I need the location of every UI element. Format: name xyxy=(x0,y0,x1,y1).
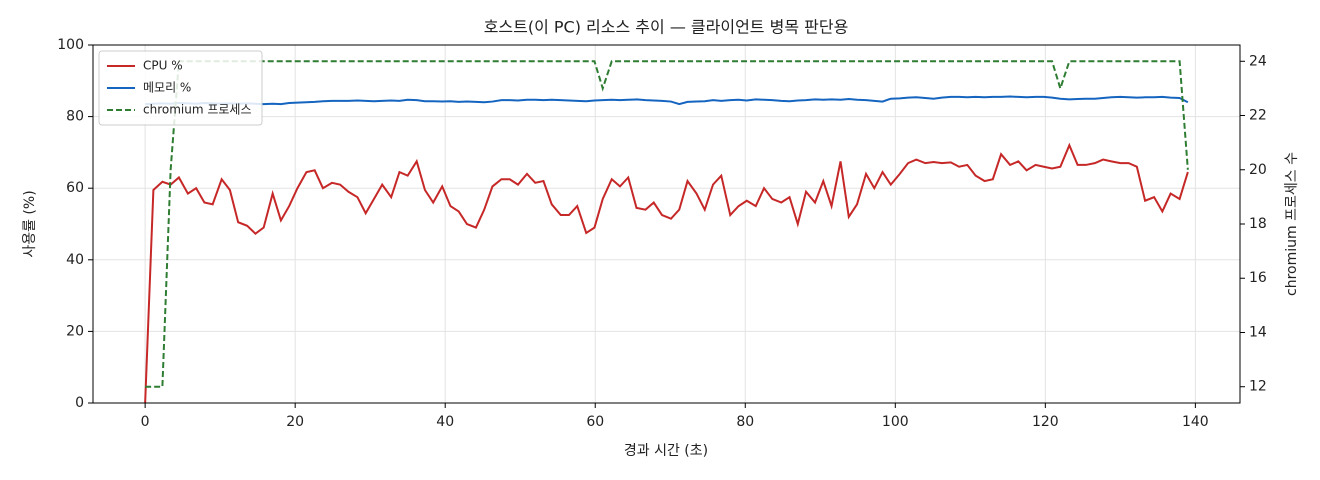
y-tick-label: 40 xyxy=(66,252,84,268)
x-tick-label: 20 xyxy=(286,414,304,430)
y2-tick-label: 22 xyxy=(1249,108,1267,124)
x-tick-label: 100 xyxy=(882,414,909,430)
y2-tick-label: 18 xyxy=(1249,216,1267,232)
y-tick-label: 100 xyxy=(57,37,84,53)
chart-title: 호스트(이 PC) 리소스 추이 — 클라이언트 병목 판단용 xyxy=(484,18,849,37)
y-tick-label: 80 xyxy=(66,109,84,125)
x-tick-label: 40 xyxy=(436,414,454,430)
y-tick-label: 0 xyxy=(75,395,84,411)
data-line xyxy=(145,60,1189,388)
y-tick-label: 20 xyxy=(66,323,84,339)
x-tick-label: 60 xyxy=(586,414,604,430)
y-axis-label: 사용률 (%) xyxy=(22,190,38,257)
x-tick-label: 140 xyxy=(1182,414,1209,430)
legend-box xyxy=(98,50,263,126)
x-tick-label: 80 xyxy=(736,414,754,430)
y2-tick-label: 24 xyxy=(1249,53,1267,69)
x-tick-label: 120 xyxy=(1032,414,1059,430)
data-line xyxy=(145,95,1189,106)
y2-axis-label: chromium 프로세스 수 xyxy=(1284,152,1300,296)
data-line xyxy=(144,142,1189,404)
legend-label: CPU % xyxy=(143,59,183,73)
y2-tick-label: 14 xyxy=(1249,324,1267,340)
y2-tick-label: 12 xyxy=(1249,379,1267,395)
legend-label: chromium 프로세스 xyxy=(143,103,252,117)
y2-tick-label: 20 xyxy=(1249,162,1267,178)
y2-tick-label: 16 xyxy=(1249,270,1267,286)
x-tick-label: 0 xyxy=(141,414,150,430)
axes-frame xyxy=(92,44,1241,404)
y-tick-label: 60 xyxy=(66,180,84,196)
x-axis-label: 경과 시간 (초) xyxy=(624,443,708,459)
legend-label: 메모리 % xyxy=(143,81,191,95)
